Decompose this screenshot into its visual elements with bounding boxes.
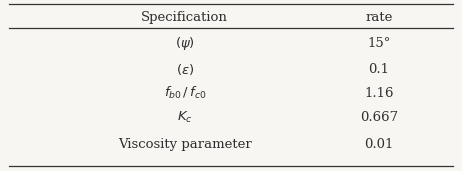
Text: $(\varepsilon)$: $(\varepsilon)$ [176,62,194,77]
Text: 0.01: 0.01 [364,138,394,151]
Text: Viscosity parameter: Viscosity parameter [118,138,252,151]
Text: Specification: Specification [141,11,228,24]
Text: 15°: 15° [367,37,390,50]
Text: $f_{b0}\,/\,f_{c0}$: $f_{b0}\,/\,f_{c0}$ [164,85,206,101]
Text: $(\psi)$: $(\psi)$ [175,35,195,52]
Text: $K_c$: $K_c$ [177,110,193,125]
Text: 0.667: 0.667 [360,111,398,124]
Text: rate: rate [365,11,393,24]
Text: 1.16: 1.16 [364,87,394,100]
Text: 0.1: 0.1 [368,63,389,76]
